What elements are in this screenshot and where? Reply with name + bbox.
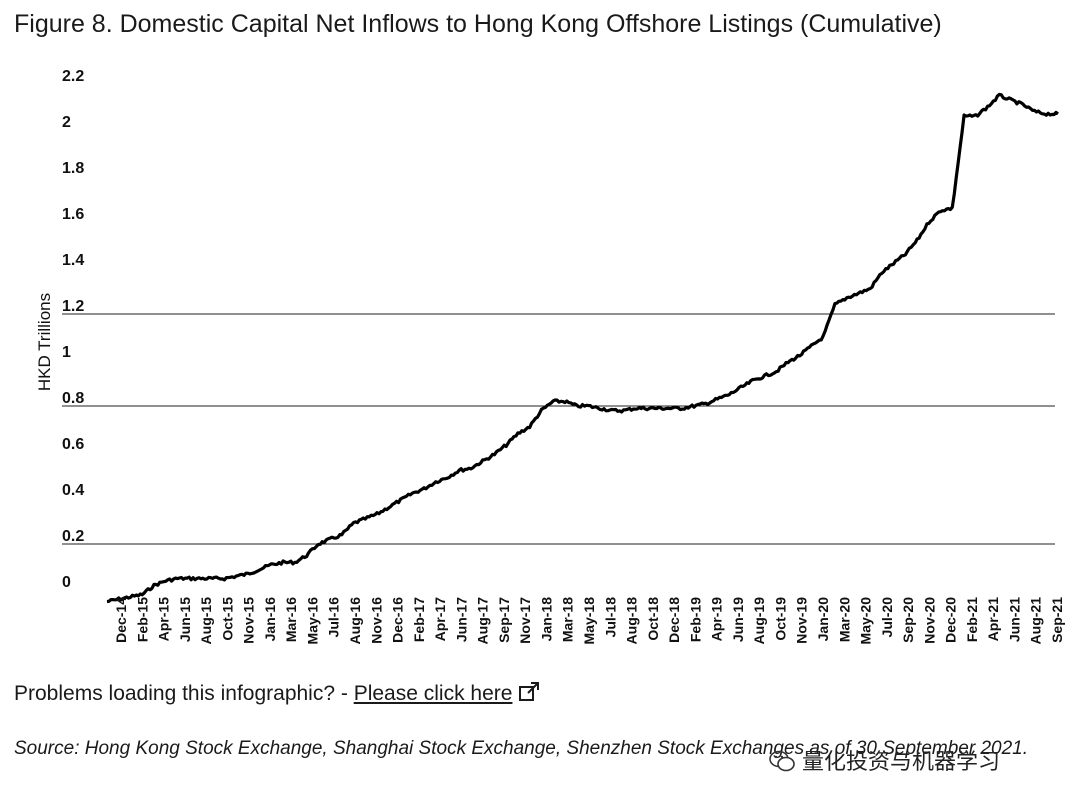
x-tick-label-1: Feb-15: [134, 597, 150, 642]
y-tick-label-11: 0: [62, 574, 71, 591]
series-line-0: [106, 92, 1059, 604]
y-tick-label-8: 0.6: [62, 436, 84, 453]
x-tick-label-18: Sep-17: [496, 597, 512, 643]
x-tick-label-2: Apr-15: [156, 597, 172, 642]
y-tick-label-3: 1.6: [62, 206, 84, 223]
y-tick-labels: 2.2 2 1.8 1.6 1.4 1.2 1 0.8 0.6 0.4 0.2 0: [62, 68, 84, 591]
x-tick-label-27: Feb-19: [687, 597, 703, 642]
x-tick-label-7: Jan-16: [262, 597, 278, 642]
x-tick-label-22: May-18: [581, 597, 597, 645]
chart-title: Figure 8. Domestic Capital Net Inflows t…: [14, 10, 942, 38]
watermark-text: 量化投资与机器学习: [802, 749, 1001, 774]
x-tick-label-4: Aug-15: [198, 597, 214, 645]
x-tick-label-35: May-20: [858, 597, 874, 645]
external-link-icon[interactable]: [518, 681, 540, 709]
x-tick-label-43: Aug-21: [1028, 597, 1044, 645]
x-tick-label-26: Dec-18: [666, 597, 682, 643]
x-tick-label-10: Jul-16: [326, 597, 342, 638]
gridlines: [62, 313, 1055, 545]
y-tick-label-10: 0.2: [62, 528, 84, 545]
y-tick-label-0: 2.2: [62, 68, 84, 85]
source-note: Source: Hong Kong Stock Exchange, Shangh…: [14, 738, 1028, 759]
x-tick-label-9: May-16: [305, 597, 321, 645]
x-tick-label-36: Jul-20: [879, 597, 895, 638]
wechat-icon: [768, 749, 796, 779]
line-chart: 2.2 2 1.8 1.6 1.4 1.2 1 0.8 0.6 0.4 0.2 0 HKD Trill…: [35, 68, 1065, 645]
x-tick-label-44: Sep-21: [1049, 597, 1065, 643]
wechat-watermark: 量化投资与机器学习: [768, 744, 1000, 779]
x-tick-label-33: Jan-20: [815, 597, 831, 642]
x-tick-label-29: Jun-19: [730, 597, 746, 642]
x-tick-label-38: Nov-20: [921, 597, 937, 644]
x-tick-label-25: Oct-18: [645, 597, 661, 641]
please-click-here-link[interactable]: Please click here: [353, 682, 513, 705]
x-tick-label-13: Dec-16: [390, 597, 406, 643]
x-tick-label-5: Oct-15: [219, 597, 235, 641]
y-tick-label-4: 1.4: [62, 252, 84, 269]
problems-text: Problems loading this infographic? -: [14, 682, 354, 705]
x-tick-label-24: Aug-18: [624, 597, 640, 645]
x-tick-label-40: Feb-21: [964, 597, 980, 642]
x-tick-label-28: Apr-19: [709, 597, 725, 642]
x-tick-label-11: Aug-16: [347, 597, 363, 645]
y-tick-label-5: 1.2: [62, 298, 84, 315]
x-tick-label-34: Mar-20: [836, 597, 852, 642]
x-tick-label-32: Nov-19: [794, 597, 810, 644]
x-tick-label-39: Dec-20: [943, 597, 959, 643]
y-tick-label-9: 0.4: [62, 482, 84, 499]
x-tick-label-12: Nov-16: [368, 597, 384, 644]
y-tick-label-2: 1.8: [62, 160, 84, 177]
x-tick-label-41: Apr-21: [985, 597, 1001, 642]
x-tick-label-17: Aug-17: [475, 597, 491, 645]
problems-loading-notice: Problems loading this infographic? - Ple…: [14, 681, 540, 709]
x-tick-label-6: Nov-15: [241, 597, 257, 644]
x-tick-label-31: Oct-19: [773, 597, 789, 641]
x-tick-label-30: Aug-19: [751, 597, 767, 645]
x-tick-label-0: Dec-14: [113, 597, 129, 643]
x-tick-label-3: Jun-15: [177, 597, 193, 642]
y-tick-label-1: 2: [62, 114, 71, 131]
x-tick-labels: Dec-14 Feb-15 Apr-15 Jun-15 Aug-15 Oct-15 Nov-…: [113, 597, 1065, 645]
x-tick-label-15: Apr-17: [432, 597, 448, 642]
y-axis-label: HKD Trillions: [35, 293, 54, 391]
x-tick-label-16: Jun-17: [453, 597, 469, 642]
x-tick-label-8: Mar-16: [283, 597, 299, 642]
x-tick-label-37: Sep-20: [900, 597, 916, 643]
x-tick-label-19: Nov-17: [517, 597, 533, 644]
x-tick-label-21: Mar-18: [560, 597, 576, 642]
x-tick-label-23: Jul-18: [602, 597, 618, 638]
y-tick-label-6: 1: [62, 344, 71, 361]
series-layer: [106, 92, 1059, 604]
x-tick-label-20: Jan-18: [539, 597, 555, 642]
x-tick-label-42: Jun-21: [1007, 597, 1023, 642]
x-tick-label-14: Feb-17: [411, 597, 427, 642]
y-tick-label-7: 0.8: [62, 390, 84, 407]
